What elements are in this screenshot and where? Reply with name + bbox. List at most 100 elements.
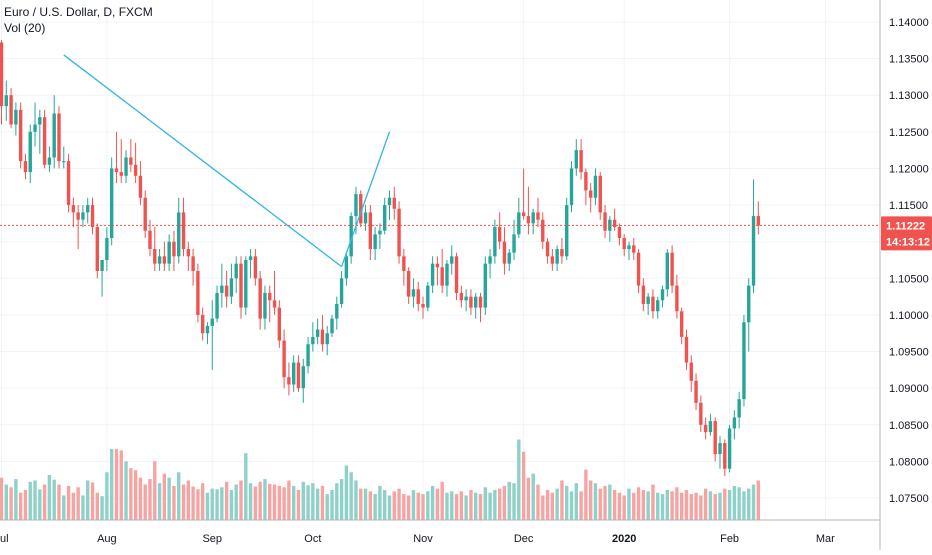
candle-body[interactable] bbox=[406, 270, 411, 297]
candle-body[interactable] bbox=[421, 303, 425, 308]
candle-body[interactable] bbox=[23, 161, 28, 173]
candle-body[interactable] bbox=[373, 234, 377, 250]
candle-body[interactable] bbox=[349, 216, 353, 257]
candle-body[interactable] bbox=[119, 172, 123, 176]
candle-body[interactable] bbox=[224, 285, 229, 297]
candle-body[interactable] bbox=[651, 296, 655, 312]
candle-body[interactable] bbox=[306, 344, 310, 367]
candle-body[interactable] bbox=[603, 212, 607, 231]
candle-body[interactable] bbox=[593, 175, 598, 198]
candle-body[interactable] bbox=[512, 234, 516, 253]
candle-body[interactable] bbox=[186, 249, 191, 257]
candle-body[interactable] bbox=[148, 230, 152, 250]
candle-body[interactable] bbox=[646, 296, 650, 304]
candle-body[interactable] bbox=[47, 157, 52, 165]
candle-body[interactable] bbox=[105, 238, 109, 260]
candle-body[interactable] bbox=[555, 249, 559, 264]
candle-body[interactable] bbox=[526, 216, 531, 224]
candle-body[interactable] bbox=[239, 263, 243, 308]
candle-body[interactable] bbox=[541, 219, 545, 242]
candle-body[interactable] bbox=[550, 256, 555, 264]
candle-body[interactable] bbox=[723, 443, 727, 469]
candle-body[interactable] bbox=[344, 256, 349, 279]
candle-body[interactable] bbox=[732, 417, 737, 429]
candle-body[interactable] bbox=[114, 168, 119, 173]
candle-body[interactable] bbox=[699, 402, 703, 425]
candle-body[interactable] bbox=[617, 227, 622, 239]
candle-body[interactable] bbox=[33, 124, 37, 132]
candle-body[interactable] bbox=[325, 333, 329, 345]
candle-body[interactable] bbox=[450, 256, 454, 264]
candle-body[interactable] bbox=[507, 252, 511, 264]
trendline[interactable] bbox=[340, 131, 391, 267]
candle-body[interactable] bbox=[277, 307, 282, 341]
candle-body[interactable] bbox=[210, 318, 214, 326]
candle-body[interactable] bbox=[268, 292, 272, 301]
candle-body[interactable] bbox=[272, 300, 277, 308]
candle-body[interactable] bbox=[497, 227, 502, 242]
candle-body[interactable] bbox=[95, 227, 99, 271]
candle-body[interactable] bbox=[109, 168, 114, 239]
candle-body[interactable] bbox=[622, 238, 626, 250]
candle-body[interactable] bbox=[153, 249, 157, 264]
candle-body[interactable] bbox=[521, 212, 526, 217]
candle-body[interactable] bbox=[368, 212, 373, 250]
candle-body[interactable] bbox=[71, 205, 76, 213]
candle-body[interactable] bbox=[392, 197, 396, 209]
candle-body[interactable] bbox=[28, 131, 32, 173]
candle-body[interactable] bbox=[62, 161, 66, 163]
candle-body[interactable] bbox=[234, 263, 238, 279]
candle-body[interactable] bbox=[560, 249, 564, 257]
candle-body[interactable] bbox=[656, 300, 660, 312]
candle-body[interactable] bbox=[469, 296, 473, 308]
candle-body[interactable] bbox=[14, 109, 18, 125]
candle-body[interactable] bbox=[579, 150, 583, 173]
candle-body[interactable] bbox=[459, 292, 464, 301]
candle-body[interactable] bbox=[287, 377, 291, 385]
candle-body[interactable] bbox=[397, 208, 401, 257]
candle-body[interactable] bbox=[536, 212, 540, 220]
candle-body[interactable] bbox=[258, 278, 262, 319]
candle-body[interactable] bbox=[244, 260, 248, 308]
candle-body[interactable] bbox=[742, 322, 746, 400]
candle-body[interactable] bbox=[200, 314, 205, 334]
candle-body[interactable] bbox=[335, 303, 339, 319]
candle-body[interactable] bbox=[383, 205, 387, 231]
candle-body[interactable] bbox=[311, 336, 315, 345]
candle-body[interactable] bbox=[574, 150, 578, 169]
candle-body[interactable] bbox=[402, 256, 406, 271]
candle-body[interactable] bbox=[38, 117, 42, 125]
candle-body[interactable] bbox=[0, 42, 4, 107]
candle-body[interactable] bbox=[359, 194, 363, 224]
candle-body[interactable] bbox=[493, 227, 497, 257]
candle-body[interactable] bbox=[416, 289, 420, 304]
candle-body[interactable] bbox=[315, 329, 320, 337]
candle-body[interactable] bbox=[167, 241, 171, 264]
candle-body[interactable] bbox=[177, 212, 181, 257]
candle-body[interactable] bbox=[363, 212, 368, 224]
candle-body[interactable] bbox=[196, 270, 200, 315]
candle-body[interactable] bbox=[215, 292, 219, 319]
candle-body[interactable] bbox=[330, 318, 334, 334]
candle-body[interactable] bbox=[445, 263, 449, 286]
candle-body[interactable] bbox=[665, 252, 670, 290]
candle-body[interactable] bbox=[727, 428, 732, 469]
candle-body[interactable] bbox=[641, 285, 646, 304]
candle-body[interactable] bbox=[86, 205, 90, 213]
candle-body[interactable] bbox=[129, 157, 133, 165]
candle-body[interactable] bbox=[411, 289, 416, 297]
candle-body[interactable] bbox=[191, 256, 195, 271]
candle-body[interactable] bbox=[517, 212, 521, 235]
candle-body[interactable] bbox=[612, 219, 617, 228]
candle-body[interactable] bbox=[426, 285, 430, 308]
candle-body[interactable] bbox=[320, 329, 325, 345]
candle-body[interactable] bbox=[282, 340, 286, 378]
candle-body[interactable] bbox=[584, 172, 588, 191]
candle-body[interactable] bbox=[124, 157, 128, 176]
candle-body[interactable] bbox=[694, 380, 698, 403]
candle-body[interactable] bbox=[143, 197, 147, 231]
candle-body[interactable] bbox=[9, 95, 13, 125]
candle-body[interactable] bbox=[703, 424, 708, 433]
candle-body[interactable] bbox=[296, 362, 301, 389]
